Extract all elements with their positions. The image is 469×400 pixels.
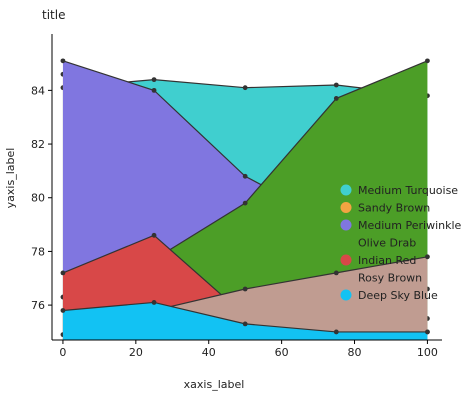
point-olive-drab <box>333 96 339 101</box>
legend-marker-olive-drab <box>340 237 352 248</box>
point-rosy-brown <box>333 270 339 276</box>
x-axis-title: xaxis_label <box>184 378 245 391</box>
legend: Medium Turquoise Sandy Brown Medium Periwi… <box>340 184 462 302</box>
point-rosy-brown <box>425 254 430 260</box>
x-tick-label: 80 <box>348 346 362 359</box>
point-medium-turquoise <box>151 77 157 83</box>
legend-marker-medium-periwinkle <box>340 219 352 231</box>
axes: 0 20 40 60 80 100 76 78 80 82 84 <box>31 34 442 359</box>
point-olive-drab <box>425 58 430 64</box>
y-tick-label: 76 <box>31 299 45 312</box>
legend-marker-rosy-brown <box>340 272 352 283</box>
point-medium-turquoise <box>333 82 339 88</box>
y-axis-title: yaxis_label <box>4 148 17 209</box>
chart-title: title <box>42 8 65 22</box>
legend-label-indian-red: Indian Red <box>358 254 416 267</box>
area-deep-sky-blue <box>62 302 428 340</box>
legend-label-olive-drab: Olive Drab <box>358 237 416 250</box>
legend-marker-sandy-brown <box>340 202 352 213</box>
legend-label-sandy-brown: Sandy Brown <box>358 202 430 215</box>
legend-marker-medium-turquoise <box>340 184 352 196</box>
x-tick-label: 100 <box>417 346 438 359</box>
point-olive-drab <box>242 200 248 206</box>
x-tick-label: 0 <box>59 346 66 359</box>
point-indian-red <box>151 232 157 238</box>
y-tick-label: 78 <box>31 245 45 258</box>
x-tick-label: 60 <box>275 346 289 359</box>
point-medium-periwinkle <box>242 173 248 179</box>
legend-label-rosy-brown: Rosy Brown <box>358 272 422 285</box>
point-indian-red <box>60 270 66 276</box>
y-tick-label: 84 <box>31 84 45 97</box>
legend-label-medium-periwinkle: Medium Periwinkle <box>358 219 462 232</box>
x-tick-label: 40 <box>202 346 216 359</box>
legend-label-deep-sky-blue: Deep Sky Blue <box>358 289 438 302</box>
legend-marker-indian-red <box>340 254 352 266</box>
point-deep-sky-blue <box>333 329 339 335</box>
legend-marker-deep-sky-blue <box>340 289 352 301</box>
point-medium-periwinkle <box>151 87 157 93</box>
point-deep-sky-blue <box>60 308 66 313</box>
point-rosy-brown <box>242 286 248 292</box>
x-tick-label: 20 <box>129 346 143 359</box>
y-tick-label: 82 <box>31 138 45 151</box>
legend-label-medium-turquoise: Medium Turquoise <box>358 184 458 197</box>
point-deep-sky-blue <box>242 321 248 327</box>
point-medium-turquoise <box>242 85 248 91</box>
y-tick-label: 80 <box>31 192 45 205</box>
point-deep-sky-blue <box>151 300 157 305</box>
point-medium-periwinkle <box>60 58 66 64</box>
plot-area <box>60 58 430 341</box>
point-deep-sky-blue <box>425 329 430 335</box>
